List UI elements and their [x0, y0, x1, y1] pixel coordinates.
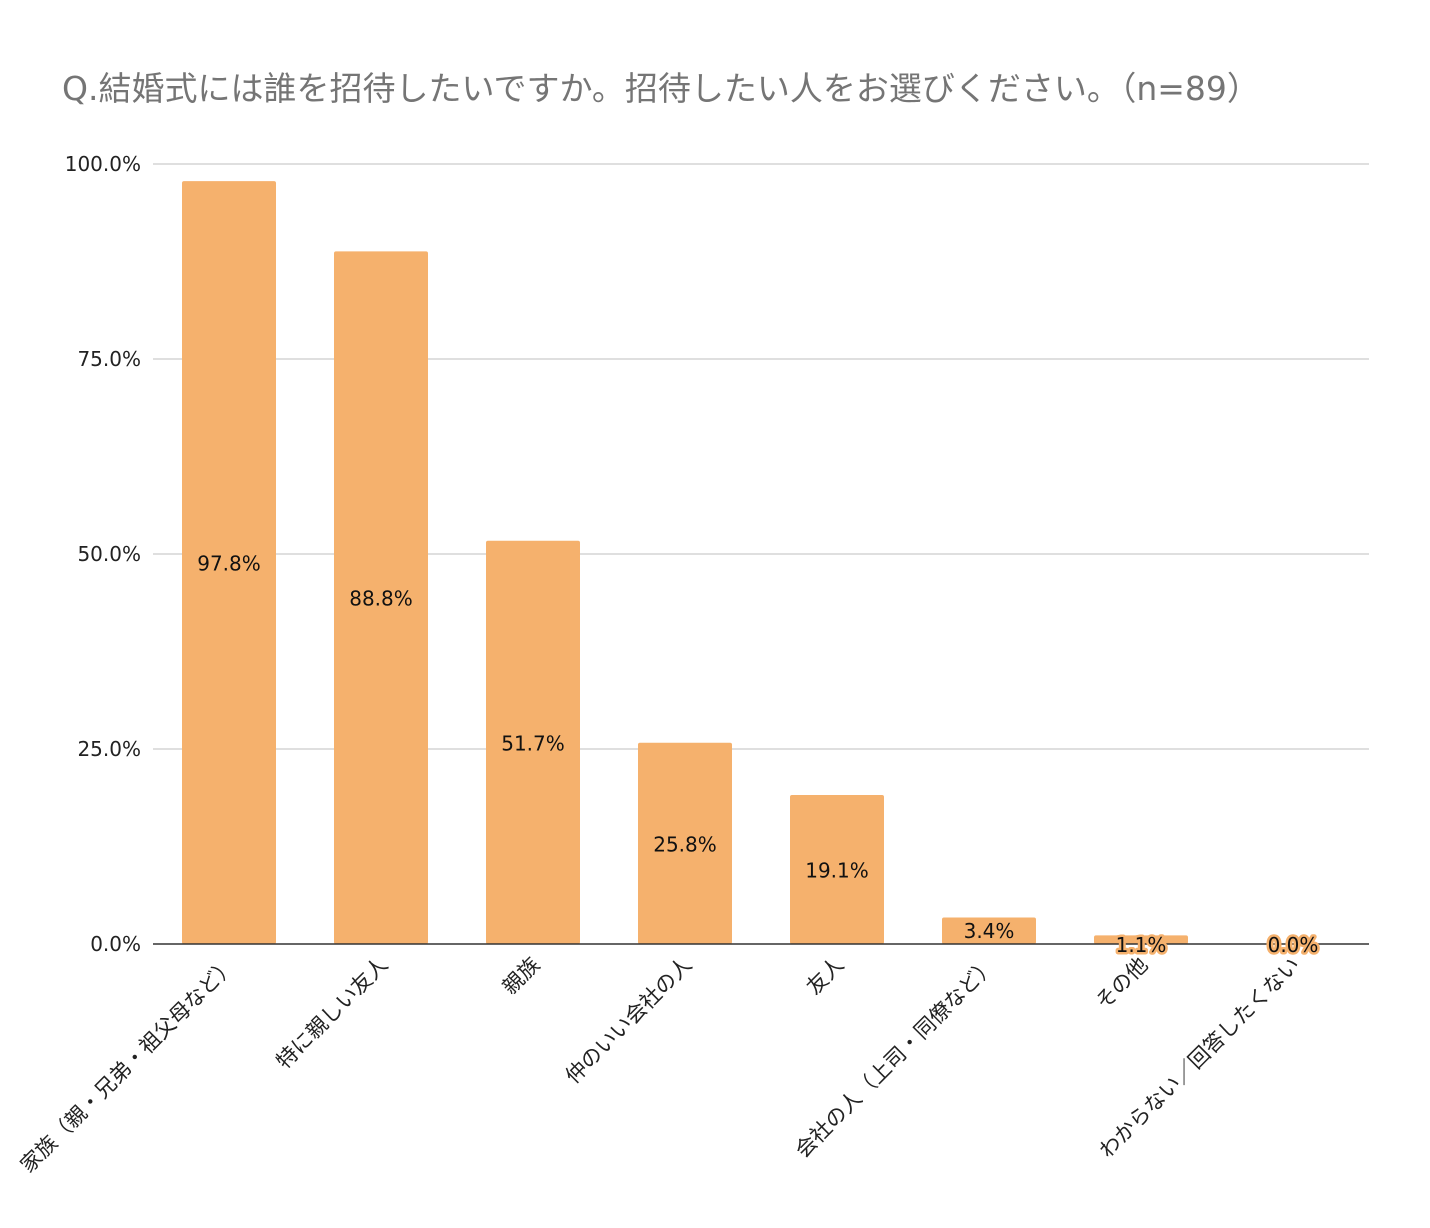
data-label: 3.4% [964, 919, 1015, 943]
category-label: 家族（親・兄弟・祖父母など） [16, 953, 241, 1178]
data-label: 51.7% [501, 731, 565, 755]
chart-title: Q.結婚式には誰を招待したいですか。招待したい人をお選びください。（n=89） [62, 69, 1260, 108]
category-label: 特に親しい友人 [272, 953, 393, 1074]
bar [638, 742, 732, 944]
data-label: 19.1% [805, 859, 869, 883]
category-label: 仲のいい会社の人 [561, 953, 697, 1089]
y-tick-label: 25.0% [77, 737, 141, 761]
data-label: 88.8% [349, 587, 413, 611]
data-labels: 97.8% 88.8% 51.7% 25.8% 19.1% 3.4% 1.1% 0.0% [197, 552, 1321, 960]
data-label: 0.0% [1268, 933, 1319, 957]
category-label: その他 [1091, 953, 1153, 1015]
category-label: 友人 [802, 953, 849, 1000]
bar [334, 251, 428, 945]
bar [1094, 935, 1188, 944]
y-tick-label: 100.0% [65, 152, 141, 176]
y-axis-tick-labels: 0.0% 25.0% 50.0% 75.0% 100.0% [65, 152, 141, 956]
bars [182, 181, 1188, 945]
bar [486, 540, 580, 944]
y-tick-label: 50.0% [77, 542, 141, 566]
x-axis-category-labels: 家族（親・兄弟・祖父母など） 特に親しい友人 親族 仲のいい会社の人 友人会社の人（上司… [16, 953, 1305, 1178]
bar [790, 795, 884, 944]
bar [182, 181, 276, 944]
y-tick-label: 75.0% [77, 347, 141, 371]
data-label: 97.8% [197, 552, 261, 576]
data-label: 1.1% [1116, 933, 1167, 957]
bar [942, 917, 1036, 944]
data-label: 25.8% [653, 832, 717, 856]
y-tick-label: 0.0% [90, 932, 141, 956]
category-label: 親族 [498, 953, 545, 1000]
